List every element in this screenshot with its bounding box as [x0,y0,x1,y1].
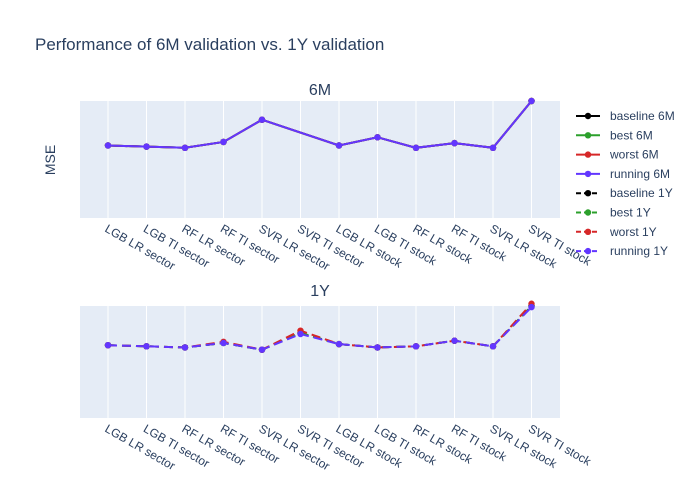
legend-label: worst 1Y [609,225,657,239]
legend-item[interactable]: baseline 6M [576,109,675,123]
plot-background [80,101,560,218]
data-point[interactable] [143,343,150,350]
legend-swatch-marker [584,170,592,178]
data-point[interactable] [489,144,497,151]
subplot-title: 1Y [310,283,330,300]
data-point[interactable] [104,142,112,149]
legend-label: baseline 1Y [610,186,673,200]
data-point[interactable] [412,343,420,350]
legend-item[interactable]: best 1Y [576,206,651,220]
data-point[interactable] [451,139,458,147]
legend-swatch-marker [584,228,592,235]
data-point[interactable] [181,344,189,351]
legend-item[interactable]: running 1Y [576,244,668,258]
data-point[interactable] [412,144,420,151]
legend-item[interactable]: worst 1Y [576,225,657,239]
data-point[interactable] [335,340,343,348]
data-point[interactable] [489,343,497,350]
legend-label: baseline 6M [610,109,675,123]
plot-background [80,306,560,418]
legend-label: worst 6M [609,148,659,162]
series-running-1Y [104,303,535,353]
data-point[interactable] [258,116,266,123]
data-point[interactable] [258,346,266,353]
legend-label: best 1Y [610,206,651,220]
data-point[interactable] [220,138,227,146]
legend-swatch-marker [584,190,592,197]
legend-swatch-marker [584,209,592,216]
data-point[interactable] [143,143,150,150]
legend-swatch-marker [584,132,592,139]
data-point[interactable] [220,339,227,347]
chart-title: Performance of 6M validation vs. 1Y vali… [35,35,384,54]
data-point[interactable] [374,134,381,141]
series-running-6M [104,97,535,151]
legend-item[interactable]: worst 6M [576,148,659,162]
data-point[interactable] [181,144,189,151]
legend-item[interactable]: baseline 1Y [576,186,673,200]
y-axis-label: MSE [42,145,58,175]
series-line [107,306,533,351]
legend-swatch-marker [584,151,592,158]
legend-label: running 1Y [610,244,668,258]
legend-label: running 6M [610,167,670,181]
data-point[interactable] [528,97,535,105]
data-point[interactable] [104,342,112,349]
data-point[interactable] [451,337,458,344]
subplot-title: 6M [309,82,331,99]
data-point[interactable] [297,330,304,338]
data-point[interactable] [528,303,535,311]
legend-swatch-marker [584,112,592,120]
data-point[interactable] [335,142,343,149]
legend[interactable]: baseline 6M best 6M worst 6M running 6M base… [576,109,675,258]
legend-item[interactable]: best 6M [576,128,653,142]
legend-swatch-marker [584,247,592,255]
data-point[interactable] [374,344,381,351]
legend-item[interactable]: running 6M [576,167,670,181]
legend-label: best 6M [610,128,653,142]
